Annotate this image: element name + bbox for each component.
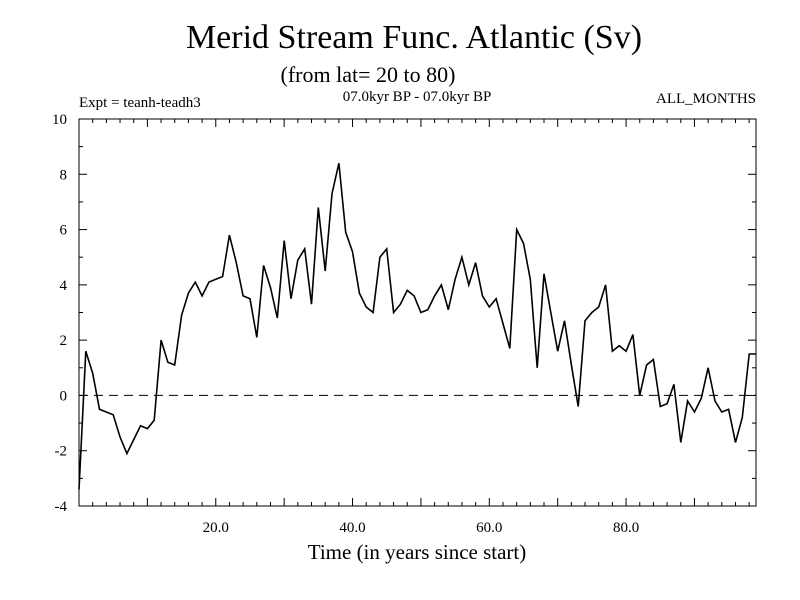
x-axis: 20.0 40.0 60.0 80.0 — [92, 119, 750, 536]
data-series-line — [78, 163, 756, 490]
y-axis: -4 -2 0 2 4 6 8 10 — [52, 112, 756, 515]
y-tick-label: 10 — [52, 112, 67, 128]
x-tick-label: 60.0 — [476, 520, 502, 536]
y-tick-label: -4 — [55, 499, 68, 515]
x-tick-label: 40.0 — [339, 520, 365, 536]
chart-title: Merid Stream Func. Atlantic (Sv) — [186, 19, 642, 56]
season-label: ALL_MONTHS — [656, 91, 756, 107]
y-tick-label: 0 — [60, 388, 68, 404]
y-tick-label: 2 — [60, 333, 68, 349]
x-tick-label: 80.0 — [613, 520, 639, 536]
chart-subtitle: (from lat= 20 to 80) — [281, 62, 456, 87]
y-tick-label: -2 — [55, 444, 68, 460]
plot-frame — [78, 118, 757, 507]
period-label: 07.0kyr BP - 07.0kyr BP — [343, 89, 492, 105]
y-tick-label: 6 — [60, 223, 68, 239]
x-axis-label: Time (in years since start) — [308, 540, 527, 564]
y-tick-label: 4 — [60, 278, 68, 294]
y-tick-label: 8 — [60, 167, 68, 183]
experiment-label: Expt = teanh-teadh3 — [79, 95, 201, 111]
x-tick-label: 20.0 — [203, 520, 229, 536]
